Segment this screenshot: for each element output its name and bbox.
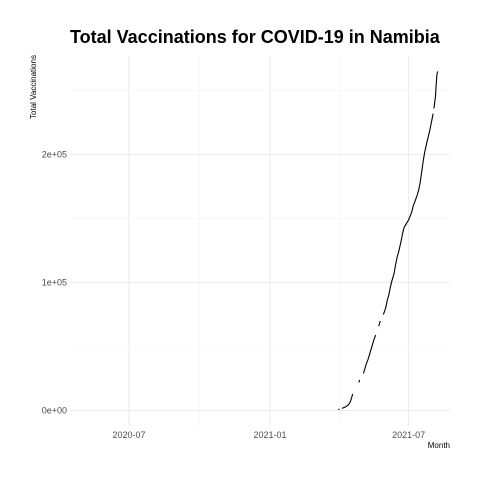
y-tick-labels: 0e+00 1e+05 2e+05 [42,150,67,416]
x-axis-label: Month [428,441,450,450]
series-line-segment [341,393,354,409]
series-line-segment [358,379,361,383]
x-tick-label: 2021-01 [253,430,286,440]
series-line-segment [382,113,434,315]
major-gridlines [70,56,450,426]
series-line-segment [433,71,439,109]
series-line-segment [362,334,377,374]
y-tick-label: 1e+05 [42,278,67,288]
y-tick-label: 2e+05 [42,150,67,160]
y-axis-label: Total Vaccinations [29,55,38,119]
series-line-segment [378,320,381,327]
chart-title: Total Vaccinations for COVID-19 in Namib… [70,27,441,47]
y-tick-label: 0e+00 [42,406,67,416]
x-tick-label: 2020-07 [112,430,145,440]
x-tick-labels: 2020-07 2021-01 2021-07 [112,430,425,440]
series-layer [338,71,439,410]
minor-gridlines [70,56,450,426]
x-tick-label: 2021-07 [392,430,425,440]
